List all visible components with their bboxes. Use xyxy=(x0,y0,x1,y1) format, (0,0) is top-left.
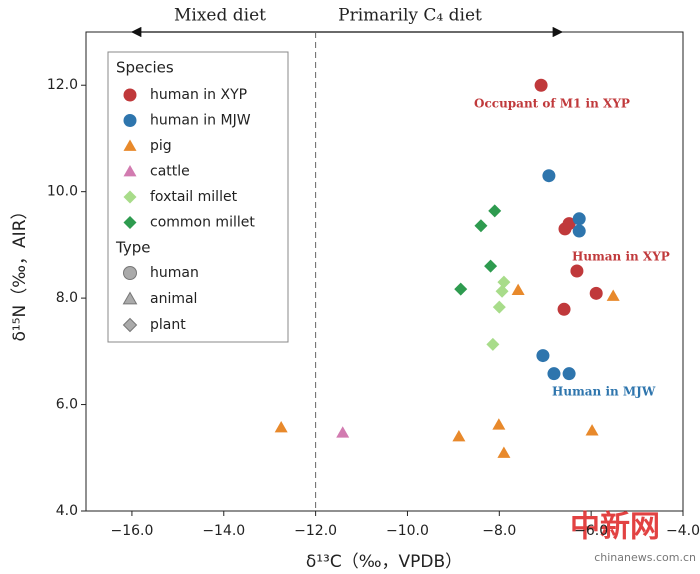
legend-marker xyxy=(123,139,137,151)
top-label: Primarily C₄ diet xyxy=(338,6,482,26)
point xyxy=(474,219,488,233)
point xyxy=(562,217,576,231)
x-tick-label: −8.0 xyxy=(482,523,516,539)
point xyxy=(486,337,500,351)
legend-marker xyxy=(123,88,137,102)
y-tick-label: 8.0 xyxy=(56,290,78,306)
legend-label: foxtail millet xyxy=(150,189,238,205)
legend-label: pig xyxy=(150,138,172,154)
legend-label: human in XYP xyxy=(150,87,247,103)
point xyxy=(492,300,506,314)
legend-title: Type xyxy=(115,239,150,257)
point xyxy=(536,349,550,363)
legend-marker xyxy=(123,216,137,229)
y-tick-label: 12.0 xyxy=(47,77,78,93)
point xyxy=(589,286,603,300)
x-tick-label: −4.0 xyxy=(666,523,700,539)
legend-box xyxy=(107,51,289,343)
annotation: Human in XYP xyxy=(572,250,670,264)
x-tick-label: −16.0 xyxy=(110,523,153,539)
legend-marker xyxy=(122,317,138,333)
y-tick-label: 4.0 xyxy=(56,503,78,519)
point xyxy=(570,264,584,278)
legend-marker xyxy=(123,190,137,204)
point xyxy=(497,275,511,289)
watermark: 中新网 xyxy=(570,510,660,545)
point xyxy=(572,224,586,238)
legend-label: human xyxy=(150,265,199,281)
legend-label: animal xyxy=(150,291,197,307)
y-axis-label: δ¹⁵N（‰，AIR） xyxy=(10,202,30,341)
top-label: Mixed diet xyxy=(174,6,266,26)
point xyxy=(484,259,498,273)
watermark: chinanews.com.cn xyxy=(594,551,696,564)
legend-marker xyxy=(123,114,137,127)
point xyxy=(585,424,599,436)
x-tick-label: −10.0 xyxy=(386,523,429,539)
x-tick-label: −6.0 xyxy=(574,523,608,539)
x-axis-label: δ¹³C（‰，VPDB） xyxy=(306,552,462,572)
legend-marker xyxy=(122,291,138,305)
y-tick-label: 10.0 xyxy=(47,184,78,200)
legend-marker xyxy=(123,266,137,280)
point xyxy=(557,302,571,316)
point xyxy=(511,283,525,296)
annotation: Occupant of M1 in XYP xyxy=(474,97,630,111)
x-tick-label: −14.0 xyxy=(202,523,245,539)
legend-label: cattle xyxy=(150,164,190,180)
point xyxy=(606,289,620,301)
point xyxy=(542,169,556,183)
point xyxy=(452,429,466,442)
x-tick-label: −12.0 xyxy=(294,523,337,539)
legend-label: common millet xyxy=(150,215,255,231)
point xyxy=(547,367,561,381)
point xyxy=(336,426,350,438)
legend-title: Species xyxy=(116,59,174,77)
legend-label: plant xyxy=(150,317,186,333)
point xyxy=(534,78,548,92)
legend-marker xyxy=(123,165,137,177)
point xyxy=(454,282,468,296)
y-tick-label: 6.0 xyxy=(56,397,78,413)
point xyxy=(274,420,288,433)
annotation: Human in MJW xyxy=(552,385,656,399)
legend-label: human in MJW xyxy=(150,113,251,129)
point xyxy=(488,204,502,218)
point xyxy=(492,418,506,430)
point xyxy=(572,212,586,226)
point xyxy=(562,367,576,381)
point xyxy=(495,284,509,298)
point xyxy=(497,446,511,458)
